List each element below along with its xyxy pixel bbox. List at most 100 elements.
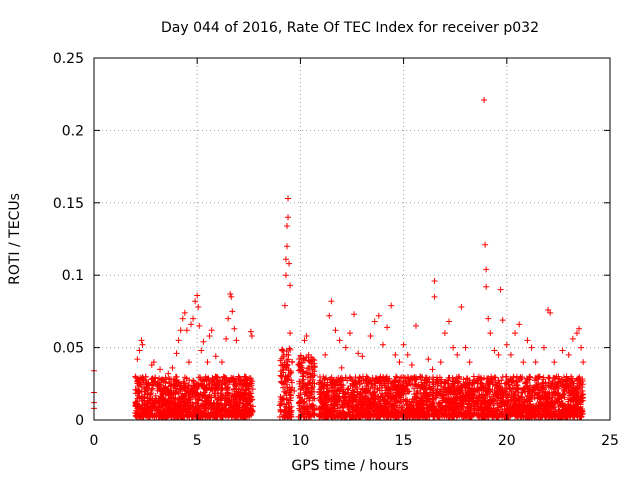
data-point bbox=[417, 373, 424, 380]
data-point-band bbox=[532, 411, 539, 418]
data-point-band bbox=[144, 398, 151, 405]
data-point-band bbox=[316, 412, 323, 419]
data-point-band bbox=[197, 374, 204, 381]
data-point-band bbox=[317, 412, 324, 419]
data-point-band bbox=[222, 392, 229, 399]
data-point-band bbox=[330, 377, 337, 384]
data-point-band bbox=[547, 401, 554, 408]
data-point bbox=[384, 324, 391, 331]
data-point-band bbox=[189, 389, 196, 396]
data-point-band bbox=[177, 385, 184, 392]
data-point-band bbox=[155, 380, 162, 387]
data-point-band bbox=[286, 384, 293, 391]
data-point-band bbox=[167, 408, 174, 415]
data-point bbox=[188, 321, 195, 328]
data-point-band bbox=[567, 406, 574, 413]
y-axis-label: ROTI / TECUs bbox=[7, 193, 23, 285]
data-point-band bbox=[167, 387, 174, 394]
data-point bbox=[247, 328, 254, 335]
data-point-band bbox=[323, 392, 330, 399]
data-point-band bbox=[194, 391, 201, 398]
data-point bbox=[138, 337, 145, 344]
data-point-band bbox=[355, 378, 362, 385]
data-point-band bbox=[202, 413, 209, 420]
data-point-band bbox=[215, 396, 222, 403]
data-point-band bbox=[309, 380, 316, 387]
data-point-band bbox=[390, 392, 397, 399]
data-point bbox=[520, 359, 527, 366]
data-point-band bbox=[286, 345, 293, 352]
data-point bbox=[198, 347, 205, 354]
data-point bbox=[212, 353, 219, 360]
data-point-band bbox=[309, 360, 316, 367]
chart-title: Day 044 of 2016, Rate Of TEC Index for r… bbox=[161, 20, 539, 36]
data-point bbox=[569, 335, 576, 342]
data-point bbox=[142, 405, 149, 412]
data-point-band bbox=[457, 397, 464, 404]
data-point-band bbox=[235, 386, 242, 393]
data-point-band bbox=[449, 398, 456, 405]
data-point-band bbox=[220, 392, 227, 399]
data-point-band bbox=[453, 405, 460, 412]
data-point-band bbox=[491, 374, 498, 381]
data-point-band bbox=[287, 408, 294, 415]
data-point-band bbox=[172, 377, 179, 384]
data-point-band bbox=[571, 409, 578, 416]
data-point-band bbox=[356, 413, 363, 420]
data-point bbox=[287, 330, 294, 337]
data-point bbox=[169, 364, 176, 371]
data-point-band bbox=[554, 396, 561, 403]
data-point-band bbox=[470, 395, 477, 402]
data-point-band bbox=[181, 380, 188, 387]
data-point-band bbox=[394, 384, 401, 391]
data-point-band bbox=[168, 414, 175, 421]
data-point-band bbox=[202, 386, 209, 393]
data-point-band bbox=[552, 392, 559, 399]
data-point-band bbox=[560, 374, 567, 381]
data-point bbox=[551, 359, 558, 366]
data-point bbox=[338, 364, 345, 371]
data-point-band bbox=[508, 411, 515, 418]
data-point-band bbox=[565, 380, 572, 387]
data-point bbox=[400, 341, 407, 348]
data-point-band bbox=[389, 380, 396, 387]
data-point-band bbox=[460, 398, 467, 405]
data-point bbox=[342, 344, 349, 351]
data-point-band bbox=[549, 402, 556, 409]
data-point-band bbox=[156, 396, 163, 403]
data-point-band bbox=[283, 401, 290, 408]
data-point-band bbox=[136, 380, 143, 387]
data-point-band bbox=[373, 408, 380, 415]
data-point bbox=[507, 351, 514, 358]
data-point-band bbox=[449, 389, 456, 396]
data-point-band bbox=[461, 383, 468, 390]
data-point-band bbox=[137, 404, 144, 411]
data-point-band bbox=[480, 382, 487, 389]
data-point-band bbox=[439, 413, 446, 420]
data-point-band bbox=[372, 396, 379, 403]
data-point bbox=[503, 341, 510, 348]
data-point-band bbox=[325, 413, 332, 420]
data-point-band bbox=[364, 380, 371, 387]
data-point-band bbox=[226, 398, 233, 405]
data-point-band bbox=[494, 392, 501, 399]
x-axis-label: GPS time / hours bbox=[291, 458, 408, 474]
data-point-band bbox=[303, 413, 310, 420]
data-point bbox=[214, 380, 221, 387]
data-point bbox=[576, 325, 583, 332]
data-point-band bbox=[132, 386, 139, 393]
data-point-band bbox=[368, 394, 375, 401]
data-point-band bbox=[515, 392, 522, 399]
data-point bbox=[223, 335, 230, 342]
data-point-band bbox=[214, 400, 221, 407]
data-point-band bbox=[300, 382, 307, 389]
data-point bbox=[421, 380, 428, 387]
data-point-band bbox=[524, 385, 531, 392]
data-point bbox=[305, 351, 312, 358]
data-point-band bbox=[184, 405, 191, 412]
data-point-band bbox=[160, 391, 167, 398]
data-point-band bbox=[533, 414, 540, 421]
data-point-band bbox=[287, 368, 294, 375]
data-point-band bbox=[478, 376, 485, 383]
data-point-band bbox=[337, 404, 344, 411]
